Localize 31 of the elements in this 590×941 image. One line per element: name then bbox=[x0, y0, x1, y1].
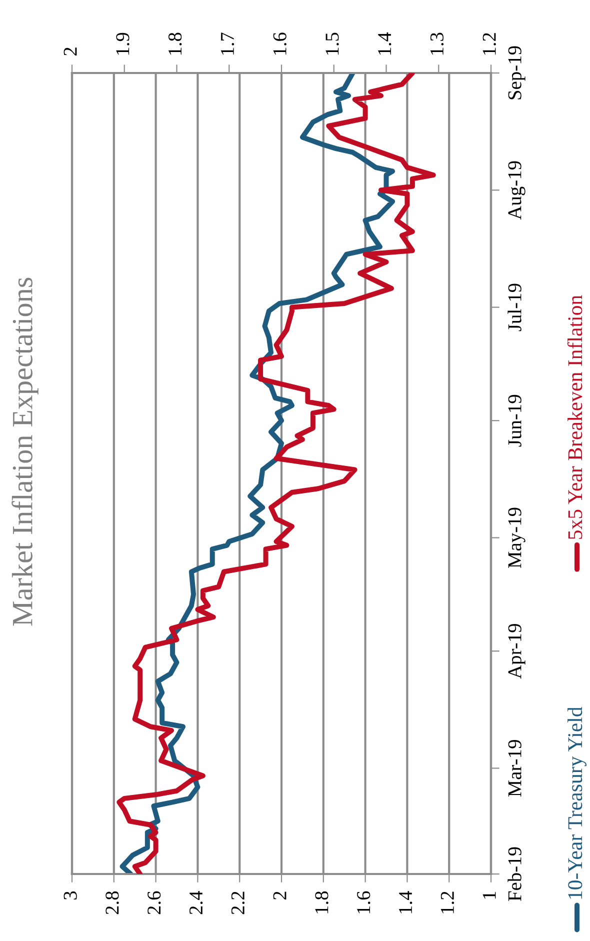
x2-tick-label: 1.3 bbox=[430, 32, 444, 55]
x-tick-label: 3 bbox=[64, 891, 77, 900]
text: 10-Year Treasury Yield bbox=[568, 706, 586, 899]
y-tick-label: Mar-19 bbox=[508, 740, 522, 797]
text: Market Inflation Expectations bbox=[12, 278, 38, 626]
x2-tick-label: 2 bbox=[64, 48, 77, 56]
x-tick-label: 1.8 bbox=[315, 891, 328, 914]
x-tick-label: 2 bbox=[273, 892, 286, 900]
y-tick-label: Sep-19 bbox=[508, 46, 526, 100]
x-tick-label: 2.6 bbox=[148, 891, 161, 914]
text: 5x5 Year Breakeven Inflation bbox=[567, 295, 582, 539]
y-tick-label: Feb-19 bbox=[508, 847, 522, 901]
x2-tick-label: 1.9 bbox=[116, 32, 130, 55]
x-tick-label: 1.4 bbox=[399, 890, 412, 914]
x-tick-label: 2.4 bbox=[190, 890, 203, 914]
y-tick-label: May-19 bbox=[508, 508, 526, 568]
x-tick-label: 1.2 bbox=[440, 892, 454, 914]
x-tick-label: 1.6 bbox=[357, 891, 370, 914]
y-tick-label: Apr-19 bbox=[508, 624, 526, 679]
x2-tick-label: 1.6 bbox=[273, 32, 286, 55]
x-tick-label: 2.8 bbox=[106, 891, 119, 914]
x-tick-label: 1 bbox=[482, 892, 496, 899]
x2-tick-label: 1.2 bbox=[482, 33, 496, 55]
y-tick-label: Jun-19 bbox=[508, 394, 522, 447]
x2-tick-label: 1.5 bbox=[326, 32, 339, 55]
y-tick-label: Aug-19 bbox=[508, 161, 526, 220]
y-tick-label: Jul-19 bbox=[508, 284, 522, 332]
x-tick-label: 2.2 bbox=[231, 892, 245, 914]
x2-tick-label: 1.7 bbox=[220, 32, 234, 55]
x2-tick-label: 1.8 bbox=[168, 32, 182, 55]
x2-tick-label: 1.4 bbox=[378, 32, 392, 55]
